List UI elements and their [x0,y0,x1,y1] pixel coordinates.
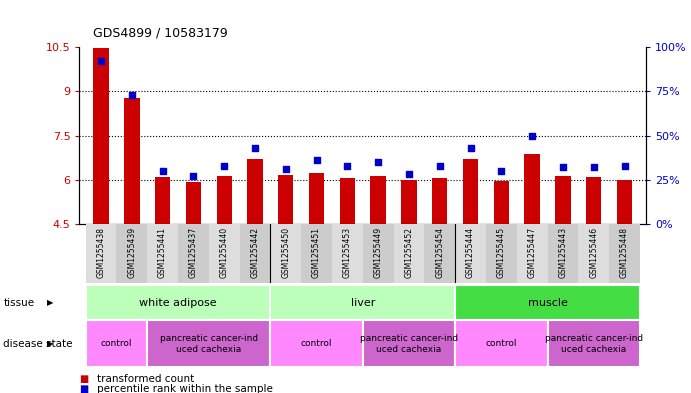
Bar [493,181,509,224]
Text: ■: ■ [79,374,88,384]
Bar [247,158,263,224]
Point [281,166,292,172]
Text: GSM1255444: GSM1255444 [466,227,475,278]
Text: control: control [486,340,517,348]
Bar [363,224,394,283]
Bar [455,285,640,320]
Bar [209,224,240,283]
Bar [278,175,294,224]
Text: GSM1255437: GSM1255437 [189,227,198,278]
Bar [332,224,363,283]
Bar [86,320,147,367]
Bar [432,178,448,224]
Bar [556,176,571,224]
Text: liver: liver [350,298,375,308]
Bar [301,224,332,283]
Point [527,132,538,139]
Text: control: control [101,340,132,348]
Text: control: control [301,340,332,348]
Point [404,171,415,178]
Text: GSM1255439: GSM1255439 [127,227,136,278]
Text: GSM1255447: GSM1255447 [528,227,537,278]
Bar [116,224,147,283]
Text: GSM1255450: GSM1255450 [281,227,290,278]
Bar [216,176,232,224]
Text: ▶: ▶ [47,340,53,348]
Bar [486,224,517,283]
Bar [524,154,540,224]
Point [434,163,445,169]
Bar [270,224,301,283]
Text: white adipose: white adipose [139,298,217,308]
Point [95,58,106,64]
Bar [240,224,270,283]
Text: GSM1255451: GSM1255451 [312,227,321,278]
Text: GSM1255445: GSM1255445 [497,227,506,278]
Text: tissue: tissue [3,298,35,308]
Text: GSM1255443: GSM1255443 [558,227,567,278]
Bar [455,320,547,367]
Text: GSM1255452: GSM1255452 [404,227,413,278]
Point [342,163,353,169]
Bar [578,224,609,283]
Bar [270,320,363,367]
Text: GSM1255442: GSM1255442 [251,227,260,278]
Bar [401,180,417,224]
Bar [547,320,640,367]
Point [157,168,168,174]
Point [188,173,199,179]
Point [558,164,569,171]
Point [372,159,384,165]
Bar [547,224,578,283]
Bar [617,180,632,224]
Point [496,168,507,174]
Bar [517,224,547,283]
Text: GSM1255453: GSM1255453 [343,227,352,278]
Text: muscle: muscle [528,298,567,308]
Bar [363,320,455,367]
Bar [86,224,116,283]
Text: GSM1255449: GSM1255449 [374,227,383,278]
Text: pancreatic cancer-ind
uced cachexia: pancreatic cancer-ind uced cachexia [160,334,258,354]
Text: GSM1255440: GSM1255440 [220,227,229,278]
Point [465,145,476,151]
Text: GSM1255454: GSM1255454 [435,227,444,278]
Bar [424,224,455,283]
Bar [186,182,201,224]
Text: pancreatic cancer-ind
uced cachexia: pancreatic cancer-ind uced cachexia [545,334,643,354]
Bar [455,224,486,283]
Text: GDS4899 / 10583179: GDS4899 / 10583179 [93,26,228,39]
Bar [270,285,455,320]
Point [619,163,630,169]
Text: pancreatic cancer-ind
uced cachexia: pancreatic cancer-ind uced cachexia [360,334,458,354]
Bar [586,178,601,224]
Text: GSM1255441: GSM1255441 [158,227,167,278]
Text: GSM1255438: GSM1255438 [97,227,106,278]
Bar [309,173,324,224]
Point [126,92,138,98]
Point [218,163,229,169]
Bar [155,178,170,224]
Text: GSM1255448: GSM1255448 [620,227,629,278]
Text: percentile rank within the sample: percentile rank within the sample [97,384,273,393]
Text: ▶: ▶ [47,298,53,307]
Bar [370,176,386,224]
Text: transformed count: transformed count [97,374,194,384]
Bar [609,224,640,283]
Point [311,157,322,163]
Point [249,145,261,151]
Bar [340,178,355,224]
Bar [463,158,478,224]
Bar [147,320,270,367]
Text: disease state: disease state [3,339,73,349]
Text: ■: ■ [79,384,88,393]
Bar [93,48,108,224]
Bar [178,224,209,283]
Point [588,164,599,171]
Text: GSM1255446: GSM1255446 [589,227,598,278]
Bar [147,224,178,283]
Bar [86,285,270,320]
Bar [394,224,424,283]
Bar [124,98,140,224]
